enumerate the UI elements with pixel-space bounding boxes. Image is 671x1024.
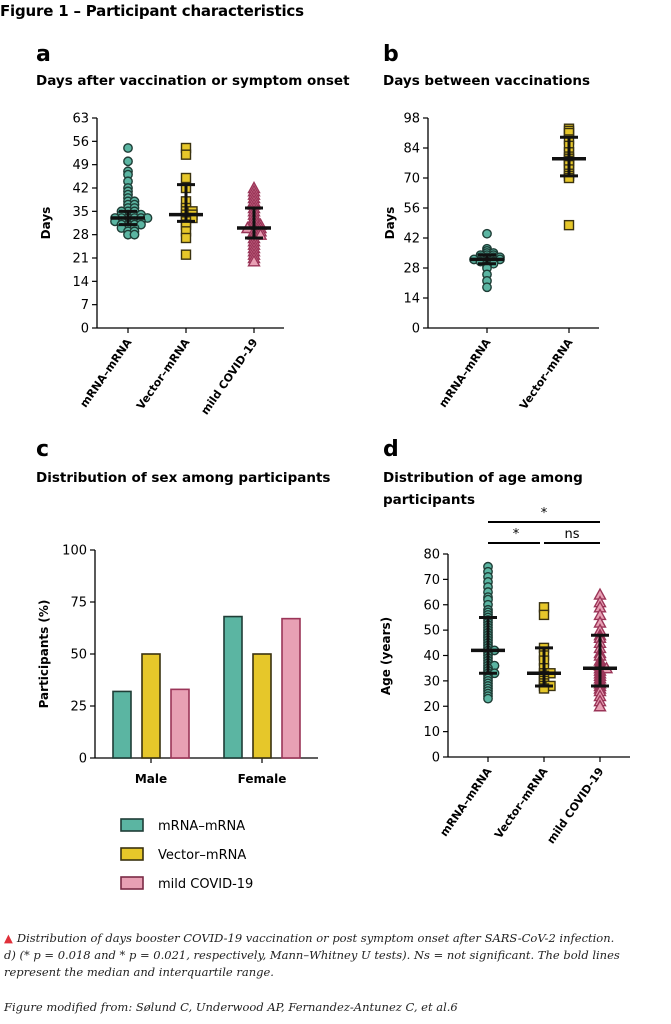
- chart-d-point: [538, 609, 550, 621]
- chart-c-bar: [281, 617, 301, 759]
- chart-a-y-tick-label: 21: [72, 252, 89, 267]
- chart-a-point: [180, 172, 192, 184]
- chart-d-y-label: Age (years): [379, 617, 393, 695]
- chart-c-legend-swatch: [120, 876, 144, 890]
- chart-a-point: [123, 156, 133, 167]
- caption-line-2: d) (* p = 0.018 and * p = 0.021, respect…: [4, 948, 620, 979]
- chart-d-y-tick-label: 50: [423, 624, 440, 639]
- chart-d-y-tick-label: 70: [423, 573, 440, 588]
- chart-a-y-tick-label: 35: [72, 205, 89, 220]
- chart-b-point: [482, 282, 492, 293]
- panel-a-letter: a: [36, 42, 51, 67]
- chart-c-legend-swatch: [120, 818, 144, 832]
- chart-d-y-tick-label: 0: [432, 751, 440, 766]
- panel-a-title: Days after vaccination or symptom onset: [36, 73, 350, 89]
- figure-caption: ▲ Distribution of days booster COVID-19 v…: [4, 930, 666, 981]
- chart-a-x-tick-label: mild COVID-19: [198, 336, 260, 417]
- chart-a-y-tick-label: 7: [81, 298, 89, 313]
- chart-c-x-tick-label: Male: [135, 772, 167, 786]
- chart-d-x-tick-label: mRNA–mRNA: [437, 765, 494, 839]
- chart-d-significance-label: *: [513, 527, 520, 542]
- chart-c-y-tick-label: 25: [70, 700, 87, 715]
- chart-a-point: [180, 149, 192, 160]
- chart-c-bar: [170, 688, 190, 759]
- chart-c-legend-label: mild COVID-19: [158, 877, 253, 892]
- chart-a-y-tick-label: 56: [72, 135, 89, 150]
- chart-d-point: [483, 693, 493, 704]
- caption-arrow-icon: ▲: [4, 931, 13, 945]
- chart-c-y-tick-label: 50: [70, 648, 87, 663]
- chart-a-x-tick-label: Vector–mRNA: [134, 336, 193, 412]
- chart-a-point: [129, 229, 140, 240]
- chart-c-y-tick-label: 75: [70, 596, 87, 611]
- chart-d-y-tick-label: 30: [423, 674, 440, 689]
- chart-c-bar: [223, 615, 243, 759]
- chart-b-y-tick-label: 0: [412, 322, 420, 337]
- chart-c-bar: [112, 690, 132, 759]
- chart-a-y-tick-label: 49: [72, 158, 89, 173]
- chart-d-x-tick-label: mild COVID-19: [544, 765, 606, 846]
- chart-d-significance-label: *: [541, 506, 548, 521]
- chart-b-x-tick-label: Vector–mRNA: [517, 336, 576, 412]
- chart-c-legend-swatch: [120, 847, 144, 861]
- chart-a-x-tick-label: mRNA–mRNA: [77, 336, 134, 410]
- chart-d-y-tick-label: 80: [423, 548, 440, 563]
- chart-b-point: [563, 219, 575, 231]
- chart-b-y-label: Days: [383, 207, 397, 240]
- chart-c-bar: [252, 653, 272, 759]
- chart-c-legend-label: mRNA–mRNA: [158, 819, 245, 834]
- chart-b-y-tick-label: 70: [403, 172, 420, 187]
- chart-b-y-tick-label: 14: [403, 292, 420, 307]
- panel-c-title: Distribution of sex among participants: [36, 470, 331, 486]
- chart-a-y-label: Days: [39, 207, 53, 240]
- chart-b-y-tick-label: 28: [403, 262, 420, 277]
- figure-source: Figure modified from: Sølund C, Underwoo…: [4, 1000, 458, 1014]
- caption-line-1: Distribution of days booster COVID-19 va…: [16, 931, 615, 945]
- chart-c-x-tick-label: Female: [238, 772, 287, 786]
- chart-b-y-tick-label: 42: [403, 232, 420, 247]
- panel-b-title: Days between vaccinations: [383, 73, 591, 89]
- chart-a-y-tick-label: 63: [72, 112, 89, 127]
- chart-b-x-tick-label: mRNA–mRNA: [436, 336, 493, 410]
- chart-d-y-tick-label: 60: [423, 598, 440, 613]
- chart-c-bar: [141, 653, 161, 759]
- chart-d-y-tick-label: 10: [423, 725, 440, 740]
- chart-a-point: [123, 143, 133, 153]
- panel-b-letter: b: [383, 42, 399, 67]
- chart-b-point: [482, 228, 492, 239]
- chart-a-point: [180, 249, 192, 260]
- chart-a-y-tick-label: 0: [81, 322, 89, 337]
- chart-d-y-tick-label: 20: [423, 700, 440, 715]
- chart-c-y-label: Participants (%): [37, 600, 51, 709]
- chart-c-legend-label: Vector–mRNA: [158, 848, 246, 863]
- chart-a-y-tick-label: 42: [72, 182, 89, 197]
- chart-d-x-tick-label: Vector–mRNA: [492, 765, 551, 841]
- panel-d-title: Distribution of age among participants: [383, 470, 583, 508]
- chart-a-y-tick-label: 14: [72, 275, 89, 290]
- chart-d-point: [593, 699, 607, 712]
- chart-d-significance-label: ns: [564, 527, 579, 542]
- chart-a-point: [180, 232, 192, 244]
- chart-b-y-tick-label: 98: [403, 112, 420, 127]
- chart-a-y-tick-label: 28: [72, 228, 89, 243]
- chart-a-point: [247, 254, 261, 267]
- figure-title: Figure 1 – Participant characteristics: [0, 2, 304, 20]
- panel-d-letter: d: [383, 437, 399, 462]
- chart-b-y-tick-label: 84: [403, 142, 420, 157]
- chart-b-y-tick-label: 56: [403, 202, 420, 217]
- chart-c-y-tick-label: 100: [62, 544, 87, 559]
- chart-c-y-tick-label: 0: [79, 752, 87, 767]
- panel-c-letter: c: [36, 437, 50, 462]
- chart-d-y-tick-label: 40: [423, 649, 440, 664]
